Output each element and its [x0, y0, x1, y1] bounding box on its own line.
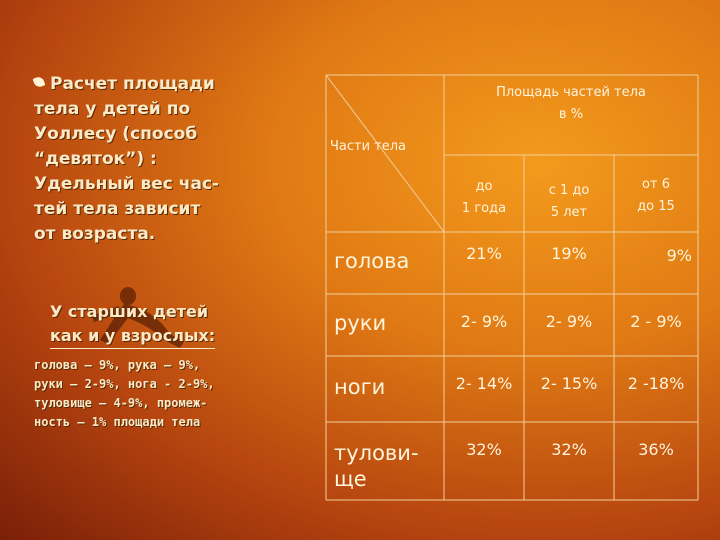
row-label-arms: руки [334, 311, 387, 335]
row-label-legs: ноги [334, 375, 386, 399]
runner-silhouette-icon [92, 287, 184, 348]
body-line: руки – 2-9%, нога - 2-9%, [34, 377, 215, 391]
row-arms-c3: 2 - 9% [630, 312, 682, 331]
subheading-line: как и у взрослых: [50, 324, 216, 349]
intro-line: Уоллесу (способ [34, 124, 198, 144]
adult-body: голова – 9%, рука – 9%, руки – 2-9%, ног… [34, 356, 314, 432]
col-header-line: до 15 [637, 199, 675, 214]
col-header-line: от 6 [642, 177, 670, 192]
row-arms-c2: 2- 9% [545, 312, 593, 331]
col-header-under1: до 1 года [444, 176, 524, 220]
row-legs-c2: 2- 15% [540, 374, 598, 393]
row-legs-c3: 2 -18% [627, 374, 685, 393]
intro-line: тела у детей по [34, 99, 191, 119]
row-head-c1: 21% [466, 244, 502, 263]
intro-line: Удельный вес час- [34, 174, 220, 194]
row-trunk-c2: 32% [551, 440, 587, 459]
header-area-line: Площадь частей тела [496, 85, 646, 100]
row-trunk-c1: 32% [466, 440, 502, 459]
row-trunk-c3: 36% [638, 440, 674, 459]
body-line: ность – 1% площади тела [34, 415, 201, 429]
adult-subheading: У старших детей как и у взрослых: [50, 300, 300, 349]
header-parts: Части тела [330, 139, 407, 154]
header-area-line: в % [558, 107, 584, 122]
intro-line: от возраста. [34, 224, 156, 244]
intro-line: “девяток”) : [34, 149, 157, 169]
row-label-line: тулови- [334, 441, 419, 465]
intro-line: Расчет площади [50, 74, 215, 94]
row-label-trunk: тулови- ще [334, 440, 444, 492]
row-label-line: ще [334, 467, 367, 491]
subheading-line: У старших детей [50, 302, 209, 321]
col-header-line: с 1 до [548, 183, 590, 198]
intro-line: тей тела зависит [34, 199, 201, 219]
intro-text: Расчет площади тела у детей по Уоллесу (… [32, 72, 294, 247]
col-header-line: 5 лет [550, 205, 588, 220]
col-header-line: до [475, 179, 493, 194]
col-header-6to15: от 6 до 15 [614, 174, 698, 218]
body-line: голова – 9%, рука – 9%, [34, 358, 201, 372]
row-head-c2: 19% [551, 244, 587, 263]
col-header-1to5: с 1 до 5 лет [524, 180, 614, 224]
row-arms-c1: 2- 9% [460, 312, 508, 331]
body-line: туловище – 4-9%, промеж- [34, 396, 208, 410]
header-area: Площадь частей тела в % [444, 82, 698, 126]
row-label-head: голова [334, 249, 410, 273]
row-legs-c1: 2- 14% [455, 374, 513, 393]
row-head-c3: 9% [666, 246, 692, 265]
col-header-line: 1 года [461, 201, 507, 216]
